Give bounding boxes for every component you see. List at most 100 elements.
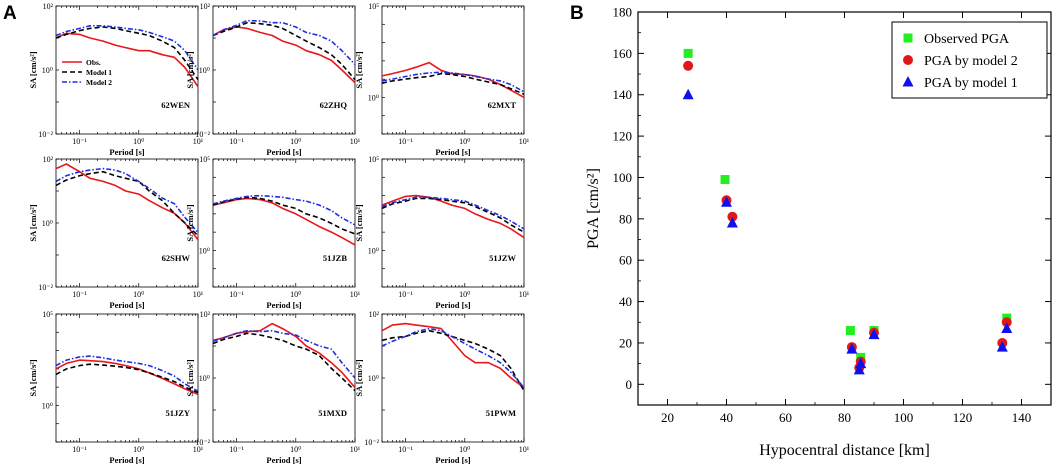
x-tick-label: 10¹ bbox=[193, 137, 204, 146]
y-tick-label: 10² bbox=[200, 2, 211, 11]
subplot-frame bbox=[381, 5, 525, 135]
series-triangle bbox=[682, 88, 1013, 375]
series-line-obs bbox=[212, 322, 356, 389]
x-tick-label: 10⁰ bbox=[133, 290, 144, 299]
x-tick-label: 10¹ bbox=[193, 290, 204, 299]
y-tick-label: 160 bbox=[613, 46, 633, 61]
x-tick-label: 120 bbox=[953, 410, 973, 425]
y-tick-label: 10⁻² bbox=[195, 130, 210, 139]
series-line-model2 bbox=[55, 355, 199, 392]
y-tick-label: 10⁵ bbox=[199, 155, 210, 164]
x-tick-label: 10⁰ bbox=[459, 445, 470, 454]
legend-label: PGA by model 1 bbox=[924, 76, 1018, 91]
station-label: 62ZHQ bbox=[320, 100, 348, 110]
y-tick-label: 10² bbox=[369, 310, 380, 319]
series-line-model1 bbox=[55, 170, 199, 237]
subplot-frame bbox=[55, 313, 199, 443]
x-tick-label: 60 bbox=[779, 410, 792, 425]
legend-marker-triangle bbox=[902, 76, 914, 87]
series-line-obs bbox=[381, 61, 525, 99]
x-tick-label: 10¹ bbox=[519, 137, 530, 146]
spectrum-subplot-62SHW: 10⁻¹ 10⁰ 10¹ 10⁻² 10⁰ 10² Period [s] SA [cm/s²]… bbox=[28, 155, 204, 310]
x-tick-label: 10¹ bbox=[350, 445, 361, 454]
data-point-triangle bbox=[846, 343, 858, 354]
data-point-triangle bbox=[682, 88, 694, 100]
station-label: 62MXT bbox=[488, 100, 517, 110]
series-line-model1 bbox=[381, 72, 525, 95]
x-tick-label: 10⁻¹ bbox=[398, 290, 413, 299]
x-axis-label: Period [s] bbox=[109, 147, 144, 157]
legend-marker-circle bbox=[903, 55, 913, 65]
series-line-model1 bbox=[381, 197, 525, 233]
series-circle bbox=[683, 60, 1012, 373]
x-tick-label: 10⁻¹ bbox=[229, 445, 244, 454]
data-point-circle bbox=[683, 60, 694, 71]
panel-b-pga-scatter: 20 40 60 80 100 120 140 0 20 40 60 80 100 120 140 160 18… bbox=[585, 5, 1052, 459]
series-line-obs bbox=[55, 32, 199, 88]
series-line-model1 bbox=[212, 21, 356, 81]
spectrum-subplot-51JZY: 10⁻¹ 10⁰ 10¹ 10⁰ 10⁵ Period [s] SA [cm/s²] 51JZ… bbox=[28, 310, 204, 465]
x-tick-label: 100 bbox=[894, 410, 914, 425]
data-point-square bbox=[720, 175, 730, 185]
y-axis-label: SA [cm/s²] bbox=[185, 204, 195, 241]
station-label: 51JZY bbox=[165, 408, 190, 418]
y-tick-label: 80 bbox=[619, 211, 632, 226]
series-line-model1 bbox=[381, 329, 525, 392]
series-line-model2 bbox=[212, 194, 356, 226]
y-tick-label: 10⁰ bbox=[199, 246, 210, 255]
x-tick-label: 10¹ bbox=[519, 290, 530, 299]
x-tick-label: 140 bbox=[1012, 410, 1032, 425]
y-axis-label: PGA [cm/s²] bbox=[585, 168, 602, 249]
y-tick-label: 10⁰ bbox=[368, 374, 379, 383]
x-tick-label: 10⁻¹ bbox=[72, 445, 87, 454]
y-tick-label: 10² bbox=[43, 2, 54, 11]
y-tick-label: 10⁰ bbox=[199, 66, 210, 75]
y-tick-label: 10⁻² bbox=[195, 438, 210, 447]
series-line-model2 bbox=[381, 196, 525, 230]
series-line-obs bbox=[381, 322, 525, 389]
x-axis-label: Period [s] bbox=[435, 300, 470, 310]
x-axis-label: Period [s] bbox=[109, 300, 144, 310]
station-label: 62SHW bbox=[162, 253, 191, 263]
x-tick-label: 10¹ bbox=[519, 445, 530, 454]
data-point-triangle bbox=[996, 341, 1008, 352]
data-point-square bbox=[845, 326, 855, 336]
series-line-obs bbox=[381, 194, 525, 239]
legend-label-model1: Model 1 bbox=[86, 68, 112, 77]
y-tick-label: 10⁰ bbox=[199, 374, 210, 383]
y-tick-label: 10² bbox=[200, 310, 211, 319]
series-line-model1 bbox=[55, 26, 199, 81]
station-label: 51JZW bbox=[489, 253, 516, 263]
x-tick-label: 10⁰ bbox=[290, 290, 301, 299]
y-tick-label: 10⁻² bbox=[38, 283, 53, 292]
x-tick-label: 10⁰ bbox=[133, 137, 144, 146]
y-axis-label: SA [cm/s²] bbox=[28, 51, 38, 88]
series-line-model2 bbox=[212, 329, 356, 379]
x-tick-label: 10⁰ bbox=[290, 137, 301, 146]
series-line-model1 bbox=[55, 363, 199, 394]
y-tick-label: 140 bbox=[613, 87, 633, 102]
legend: Observed PGA PGA by model 2 PGA by model 1 bbox=[891, 21, 1048, 99]
y-axis-label: SA [cm/s²] bbox=[185, 51, 195, 88]
y-tick-label: 10⁰ bbox=[42, 66, 53, 75]
spectrum-subplot-51JZB: 10⁻¹ 10⁰ 10¹ 10⁰ 10⁵ Period [s] SA [cm/s²] 51JZ… bbox=[185, 155, 361, 310]
data-point-triangle bbox=[721, 196, 732, 207]
subplot-frame bbox=[212, 5, 356, 135]
y-axis-label: SA [cm/s²] bbox=[28, 359, 38, 396]
x-axis-label: Period [s] bbox=[266, 455, 301, 465]
series-line-model1 bbox=[212, 332, 356, 392]
series-line-model2 bbox=[55, 24, 199, 71]
x-tick-label: 10¹ bbox=[193, 445, 204, 454]
y-axis-label: SA [cm/s²] bbox=[354, 359, 364, 396]
spectrum-subplot-51PWM: 10⁻¹ 10⁰ 10¹ 10⁻² 10⁰ 10² Period [s] SA [cm/s²]… bbox=[354, 310, 530, 465]
legend-label: Observed PGA bbox=[924, 32, 1010, 47]
legend-box bbox=[891, 21, 1048, 99]
x-tick-label: 10⁰ bbox=[290, 445, 301, 454]
series-line-model2 bbox=[212, 19, 356, 65]
data-point-triangle bbox=[855, 357, 867, 369]
x-tick-label: 10⁰ bbox=[459, 137, 470, 146]
data-point-circle bbox=[1001, 317, 1012, 328]
